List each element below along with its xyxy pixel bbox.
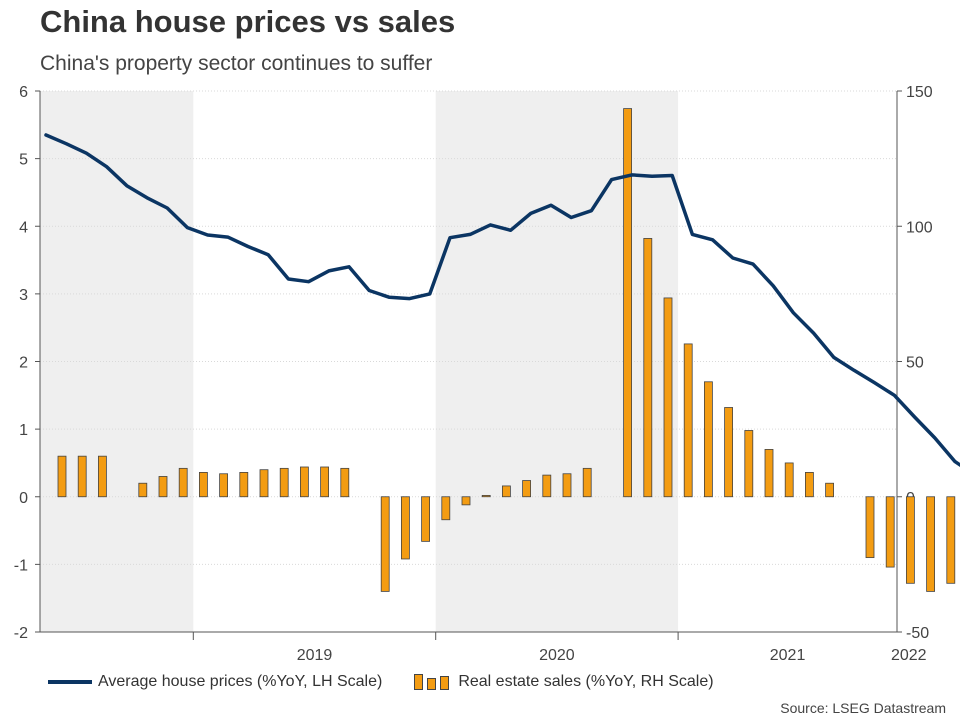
sales-bar (926, 496, 935, 592)
sales-bar (643, 238, 653, 498)
left-tick-label: -1 (14, 557, 28, 574)
sales-bar (865, 496, 875, 559)
sales-bar (77, 455, 87, 498)
sales-bar (461, 496, 471, 506)
legend-line-swatch (48, 680, 92, 684)
sales-bar (57, 455, 67, 498)
left-tick-label: 6 (19, 84, 28, 101)
x-tick-label: 2022 (891, 647, 927, 664)
right-tick-label: 100 (906, 219, 933, 236)
left-tick-label: 1 (19, 422, 28, 439)
sales-bar (906, 496, 915, 584)
legend-bar-swatch (414, 674, 452, 690)
sales-bar (946, 496, 956, 584)
right-tick-label: -50 (906, 625, 929, 642)
shaded-band-2018 (40, 91, 194, 632)
left-tick-label: 0 (19, 490, 28, 507)
sales-bar (724, 407, 733, 498)
sales-bar (704, 381, 713, 498)
left-tick-label: 2 (19, 355, 28, 372)
right-tick-label: 150 (906, 84, 933, 101)
sales-bar (320, 466, 330, 498)
sales-bar (542, 474, 552, 498)
legend-label-real-estate-sales: Real estate sales (%YoY, RH Scale) (458, 673, 714, 690)
legend-label-house-prices: Average house prices (%YoY, LH Scale) (98, 673, 383, 690)
sales-bar (421, 496, 431, 542)
sales-bar (219, 473, 229, 498)
sales-bar (522, 480, 531, 498)
sales-bar (805, 472, 814, 498)
right-tick-label: 50 (906, 355, 924, 372)
sales-bar (885, 496, 895, 568)
sales-bar (683, 343, 693, 498)
sales-bar (764, 449, 774, 498)
sales-bar (259, 469, 269, 498)
sales-bar (98, 455, 107, 498)
left-tick-label: 3 (19, 287, 28, 304)
sales-bar (279, 467, 289, 498)
sales-bar (138, 482, 148, 498)
x-tick-label: 2021 (770, 647, 806, 664)
sales-bar (178, 467, 188, 498)
chart-subtitle: China's property sector continues to suf… (40, 52, 433, 75)
sales-bar (744, 430, 754, 498)
legend-item-house-prices: Average house prices (%YoY, LH Scale) (48, 673, 382, 691)
sales-bar (380, 496, 390, 592)
x-tick-label: 2020 (539, 647, 575, 664)
sales-bar (501, 485, 511, 498)
sales-bar (441, 496, 451, 521)
house-price-line (44, 133, 960, 468)
left-tick-label: 4 (19, 219, 28, 236)
sales-bar (299, 466, 309, 498)
chart-title: China house prices vs sales (40, 4, 456, 39)
sales-bar (562, 473, 572, 498)
left-tick-label: -2 (14, 625, 28, 642)
sales-bar (784, 462, 794, 498)
sales-bar (239, 472, 249, 498)
x-tick-label: 2019 (297, 647, 333, 664)
left-tick-label: 5 (19, 152, 28, 169)
sales-bar (198, 472, 208, 498)
sales-bar (582, 467, 592, 498)
legend: Average house prices (%YoY, LH Scale) Re… (48, 673, 714, 691)
sales-bar (158, 476, 168, 498)
source-note: Source: LSEG Datastream (780, 700, 946, 716)
sales-bar (663, 297, 673, 498)
legend-item-real-estate-sales: Real estate sales (%YoY, RH Scale) (382, 673, 714, 691)
sales-bar (481, 494, 491, 498)
sales-bar (400, 496, 410, 560)
sales-bar (623, 108, 632, 498)
sales-bar (825, 482, 834, 498)
sales-bar (340, 467, 350, 498)
